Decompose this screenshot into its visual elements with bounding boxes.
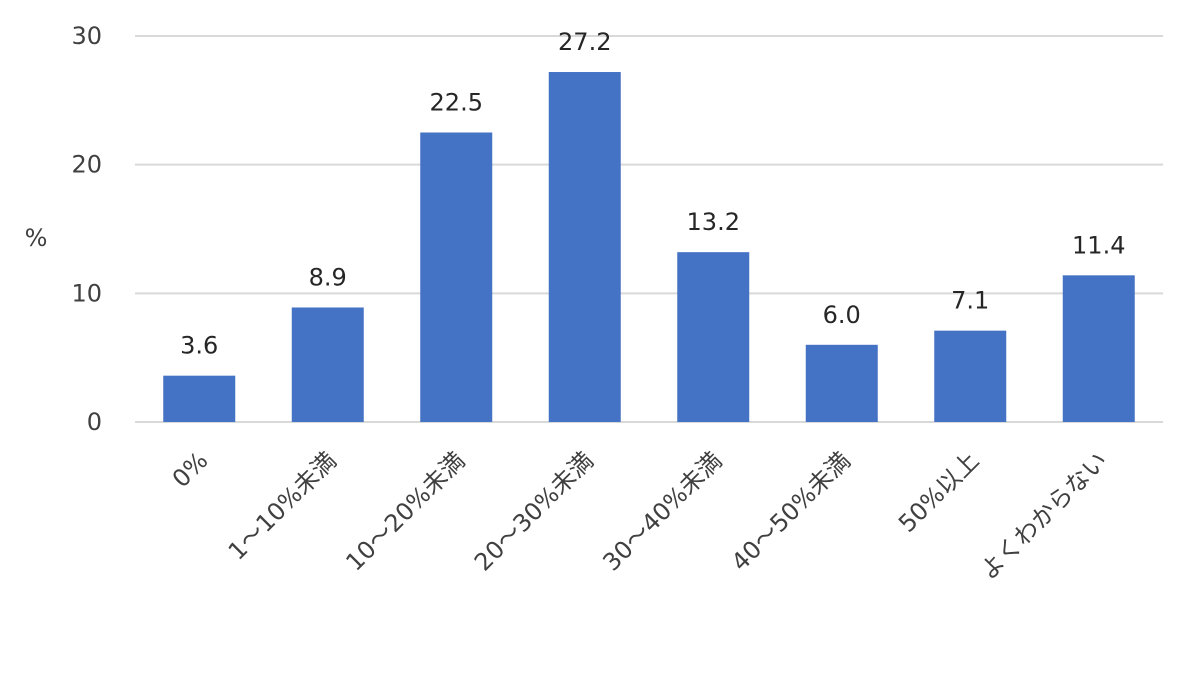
x-tick-label: 0%: [167, 446, 214, 493]
y-tick-label: 30: [71, 22, 102, 50]
data-label: 11.4: [1072, 231, 1125, 259]
data-label: 13.2: [687, 208, 740, 236]
y-axis-label: %: [25, 224, 48, 252]
bar-0: [163, 375, 236, 422]
y-tick-label: 20: [71, 151, 102, 179]
x-tick-label: 50%以上: [893, 446, 984, 537]
x-tick-label: 40～50%未満: [726, 446, 856, 576]
bar-2: [420, 132, 493, 422]
bar-7: [1062, 275, 1135, 422]
bar-1: [291, 307, 364, 422]
bar-6: [934, 330, 1007, 422]
x-tick-label: 10～20%未満: [340, 446, 470, 576]
data-label: 27.2: [558, 28, 611, 56]
data-label: 3.6: [180, 332, 218, 360]
y-axis-ticks: 0 10 20 30: [71, 22, 102, 436]
data-labels: 3.6 8.9 22.5 27.2 13.2 6.0 7.1 11.4: [180, 28, 1125, 360]
x-tick-label: よくわからない: [974, 446, 1113, 585]
x-tick-label: 20～30%未満: [469, 446, 599, 576]
bar-4: [677, 252, 750, 422]
x-axis-ticks: 0% 1～10%未満10～20%未満20～30%未満30～40%未満40～50%未…: [167, 446, 1113, 585]
data-label: 7.1: [951, 287, 989, 315]
bar-5: [805, 344, 878, 422]
data-label: 6.0: [823, 301, 861, 329]
bars: [163, 72, 1135, 422]
x-tick-label: 1～10%未満: [223, 446, 342, 565]
gridlines: [135, 35, 1163, 423]
x-tick-label: 30～40%未満: [597, 446, 727, 576]
data-label: 8.9: [309, 263, 347, 291]
y-tick-label: 0: [87, 408, 102, 436]
data-label: 22.5: [430, 89, 483, 117]
bar-3: [548, 72, 621, 422]
y-tick-label: 10: [71, 279, 102, 307]
